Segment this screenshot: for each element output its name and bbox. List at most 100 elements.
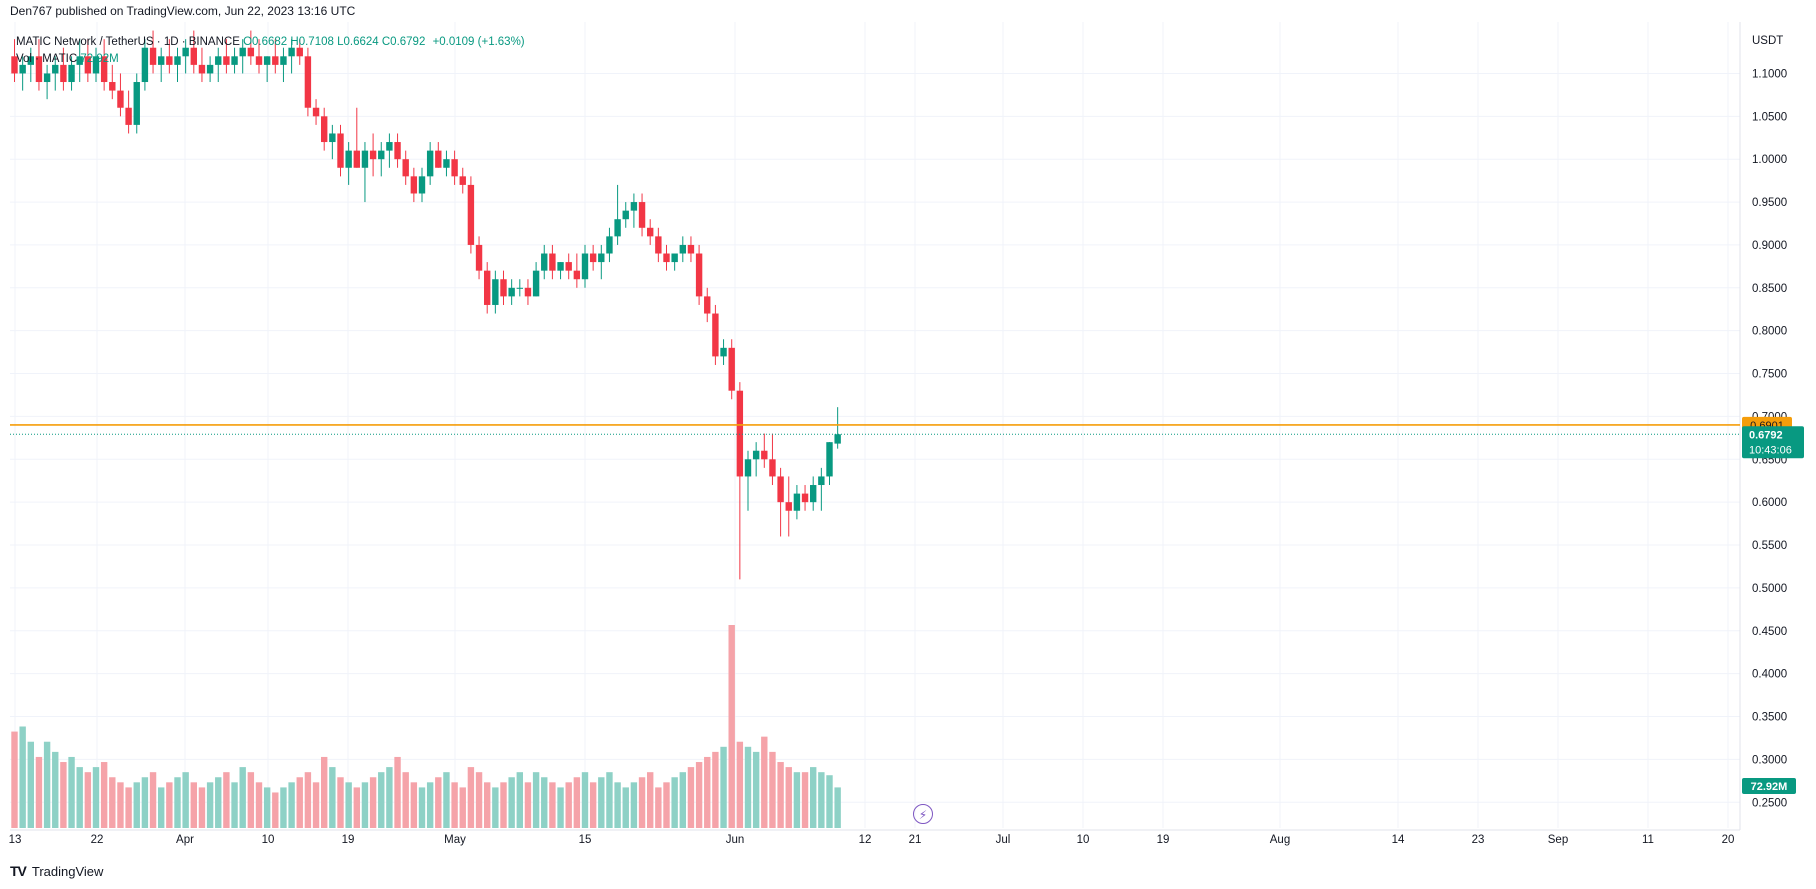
volume-bar	[598, 777, 605, 828]
candle-body	[215, 56, 222, 65]
candle-body	[11, 56, 18, 74]
candle-body	[141, 47, 149, 83]
time-tick-label: May	[444, 834, 466, 846]
candle-body	[606, 236, 613, 254]
candle-body	[263, 56, 271, 65]
candle-body	[321, 116, 328, 143]
time-tick-label: 12	[859, 834, 872, 846]
candle-body	[647, 227, 654, 237]
candle-body	[206, 64, 214, 74]
candle-body	[166, 56, 173, 65]
chart-legend: MATIC Network / TetherUS · 1D · BINANCE …	[16, 34, 525, 68]
candle-body	[312, 107, 320, 117]
candle-body	[353, 150, 360, 168]
candle-body	[500, 279, 507, 297]
candle-body	[687, 244, 695, 254]
volume-bar	[215, 777, 222, 828]
price-tick-label: 0.3000	[1752, 754, 1787, 766]
volume-bar	[312, 782, 320, 828]
symbol-name[interactable]: MATIC Network / TetherUS · 1D · BINANCE	[16, 36, 240, 48]
volume-bar	[378, 772, 385, 828]
candle-body	[655, 236, 662, 254]
candle-body	[712, 313, 719, 357]
volume-bar	[198, 787, 206, 828]
volume-bar	[801, 772, 809, 828]
candle-body	[589, 253, 597, 263]
volume-bar	[402, 772, 409, 828]
candle-body	[174, 56, 181, 65]
volume-bar	[117, 782, 124, 828]
high-value: H0.7108	[290, 36, 334, 48]
volume-bar	[638, 777, 646, 828]
candle-body	[255, 56, 263, 65]
candle-body	[247, 47, 255, 57]
volume-bar	[451, 782, 458, 828]
last-price-tag	[1742, 426, 1804, 459]
volume-bar	[761, 736, 768, 828]
volume-bar	[826, 775, 833, 828]
volume-bar	[141, 777, 149, 828]
volume-bar	[68, 756, 75, 828]
candle-body	[52, 64, 59, 74]
lightning-icon[interactable]: ⚡	[913, 804, 933, 824]
price-tick-label: 0.2500	[1752, 797, 1787, 809]
volume-bar	[508, 777, 515, 828]
price-tick-label: 0.5500	[1752, 540, 1787, 552]
time-tick-label: 11	[1642, 834, 1654, 846]
volume-bar	[426, 782, 434, 828]
candle-body	[826, 442, 833, 477]
candle-body	[60, 64, 67, 83]
volume-bar	[345, 782, 352, 828]
time-tick-label: 21	[909, 834, 922, 846]
volume-bar	[19, 726, 26, 828]
candle-body	[296, 47, 303, 57]
volume-bar	[834, 787, 841, 828]
volume-bar	[337, 777, 344, 828]
volume-bar	[174, 777, 181, 828]
candle-body	[630, 202, 638, 211]
candle-body	[158, 56, 165, 65]
time-tick-label: 10	[1077, 834, 1090, 846]
volume-bar	[280, 787, 287, 828]
publish-info: Den767 published on TradingView.com, Jun…	[10, 4, 356, 18]
volume-bar	[443, 772, 450, 828]
candle-body	[443, 159, 450, 168]
price-tick-label: 1.0500	[1752, 111, 1787, 123]
volume-bar	[557, 787, 564, 828]
candle-body	[76, 56, 83, 65]
volume-bar	[190, 782, 197, 828]
volume-bar	[573, 777, 581, 828]
candle-body	[418, 176, 426, 194]
price-tick-label: 0.4000	[1752, 669, 1787, 681]
volume-bar	[728, 625, 735, 828]
tradingview-logo[interactable]: TV TradingView	[10, 863, 103, 879]
candle-body	[492, 279, 499, 305]
candle-body	[329, 133, 336, 143]
volume-bar	[149, 772, 157, 828]
volume-bar	[329, 767, 336, 828]
candle-body	[19, 64, 26, 74]
price-tick-label: 0.9000	[1752, 240, 1787, 252]
candle-body	[557, 262, 564, 271]
volume-bar	[386, 767, 393, 828]
candle-body	[92, 56, 100, 74]
candle-body	[565, 262, 572, 271]
volume-bar	[655, 787, 662, 828]
candle-body	[386, 142, 393, 151]
volume-bar	[818, 772, 825, 828]
candle-body	[451, 159, 458, 177]
candle-body	[100, 56, 108, 83]
volume-legend-row: Vol · MATIC 72.92M	[16, 51, 525, 68]
candle-body	[484, 270, 491, 305]
volume-bar	[500, 782, 507, 828]
candle-body	[402, 159, 409, 177]
volume-bar	[679, 772, 686, 828]
volume-bar	[247, 772, 255, 828]
volume-bar	[720, 746, 727, 828]
candle-body	[769, 459, 776, 477]
candle-body	[736, 390, 744, 477]
time-tick-label: 15	[579, 834, 592, 846]
volume-label[interactable]: Vol · MATIC	[16, 53, 78, 65]
candle-body	[744, 459, 752, 477]
